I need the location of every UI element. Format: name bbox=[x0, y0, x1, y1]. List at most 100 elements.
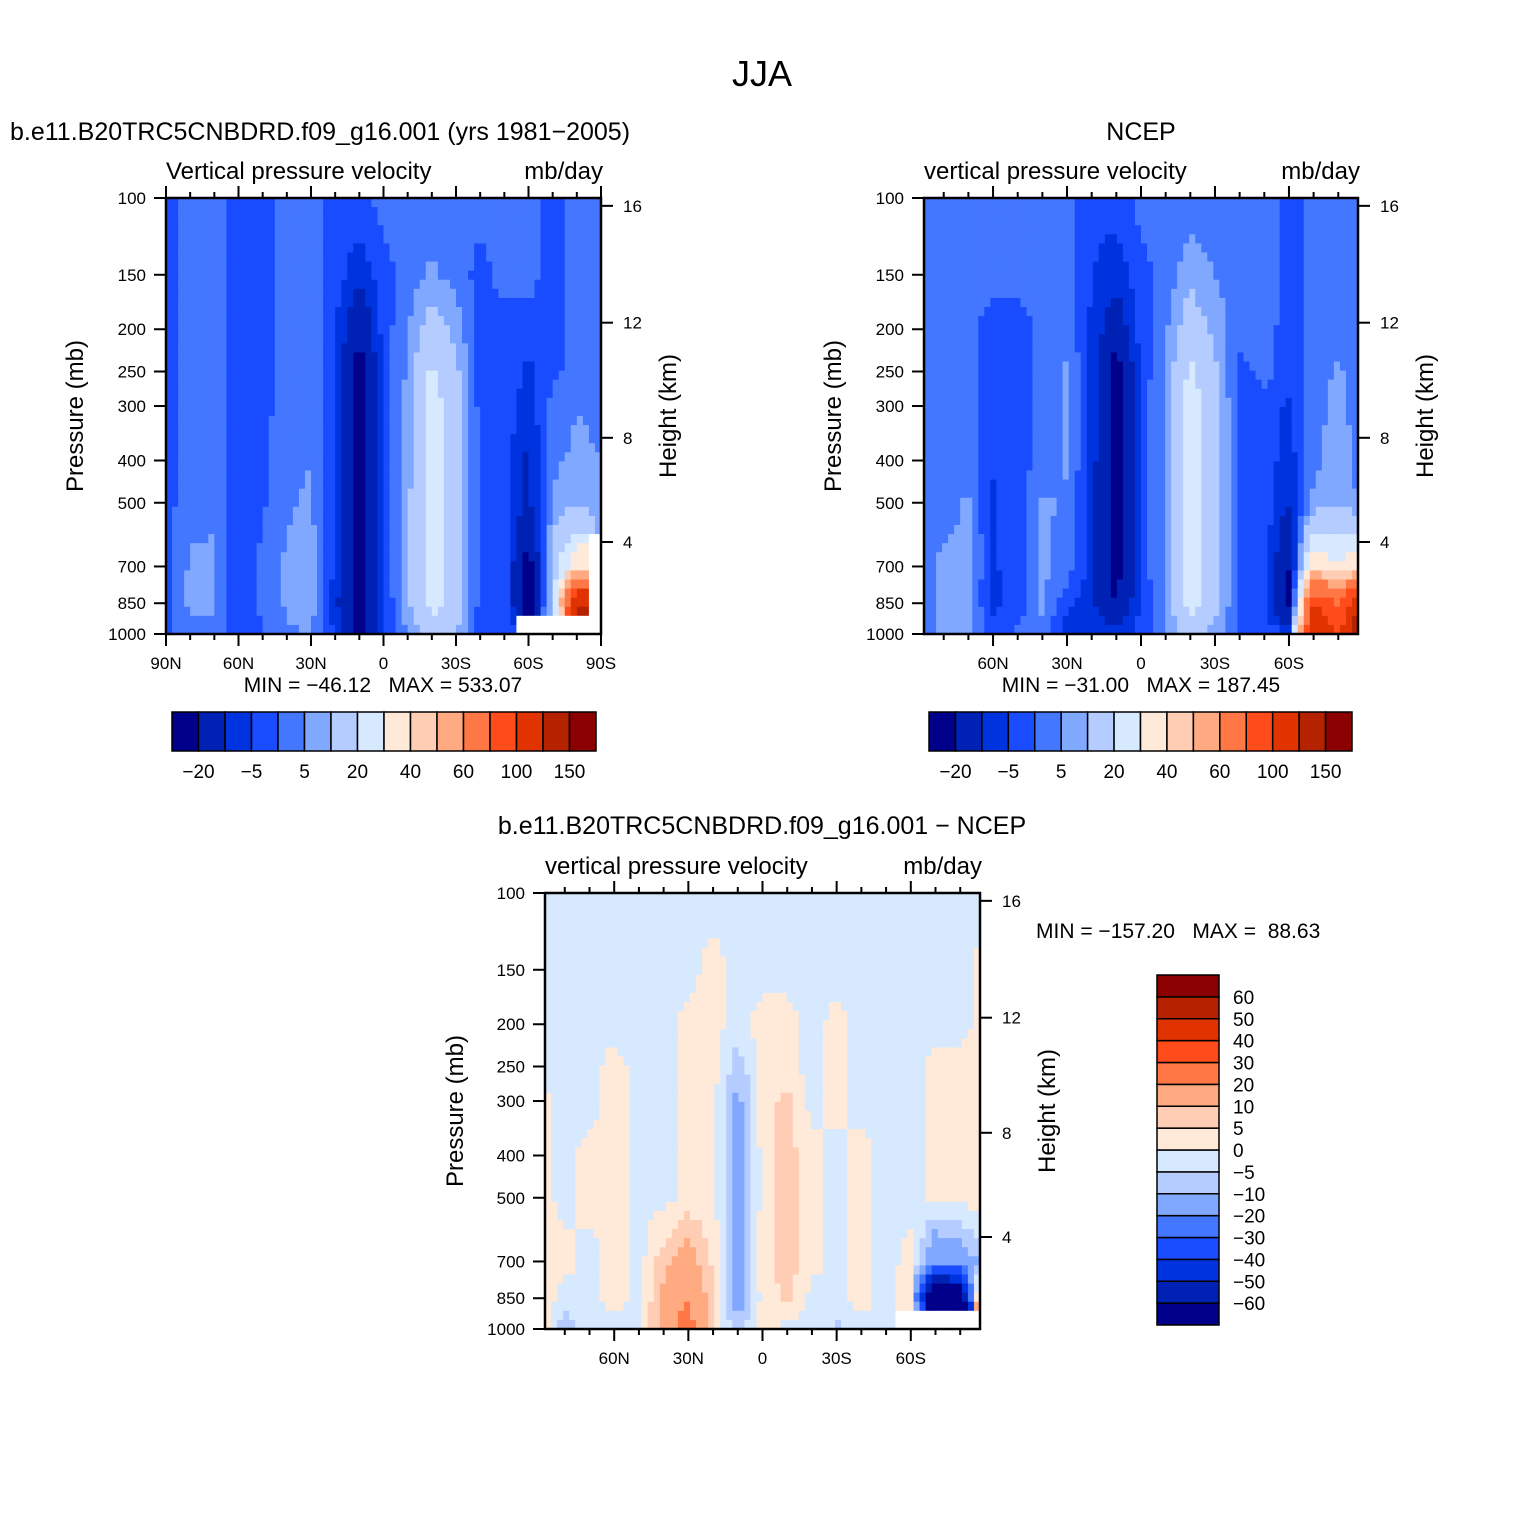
field-cell bbox=[377, 506, 385, 517]
field-cell bbox=[389, 561, 397, 572]
field-cell bbox=[924, 343, 931, 354]
field-cell bbox=[1261, 234, 1269, 245]
field-cell bbox=[1345, 325, 1353, 335]
field-cell bbox=[1303, 361, 1311, 372]
field-cell bbox=[286, 561, 294, 572]
field-cell bbox=[178, 470, 185, 481]
field-cell bbox=[208, 370, 215, 381]
field-cell bbox=[996, 316, 1003, 326]
field-cell bbox=[1219, 261, 1226, 272]
field-cell bbox=[540, 434, 548, 444]
field-cell bbox=[311, 615, 318, 626]
field-cell bbox=[582, 288, 590, 299]
field-cell bbox=[184, 388, 191, 399]
field-cell bbox=[516, 561, 524, 572]
field-cell bbox=[1183, 216, 1190, 226]
field-cell bbox=[528, 588, 536, 599]
field-cell bbox=[413, 624, 421, 635]
field-cell bbox=[371, 570, 379, 581]
field-cell bbox=[214, 216, 221, 226]
field-cell bbox=[335, 225, 342, 235]
field-cell bbox=[377, 352, 385, 363]
field-cell bbox=[1231, 270, 1239, 281]
field-cell bbox=[220, 261, 228, 272]
field-cell bbox=[304, 252, 312, 263]
field-cell bbox=[552, 297, 560, 308]
field-cell bbox=[1141, 325, 1148, 335]
field-cell bbox=[286, 416, 294, 426]
field-cell bbox=[395, 479, 403, 490]
field-cell bbox=[540, 361, 548, 372]
field-cell bbox=[298, 443, 306, 453]
field-cell bbox=[510, 216, 518, 226]
field-cell bbox=[1086, 334, 1094, 344]
field-cell bbox=[419, 479, 427, 490]
field-cell bbox=[570, 361, 578, 372]
field-cell bbox=[948, 361, 955, 372]
field-cell bbox=[1273, 307, 1281, 317]
field-cell bbox=[437, 506, 445, 517]
field-cell bbox=[1080, 270, 1088, 281]
field-cell bbox=[1213, 325, 1220, 335]
field-cell bbox=[936, 288, 943, 299]
field-cell bbox=[359, 370, 366, 381]
field-cell bbox=[990, 279, 997, 290]
field-cell bbox=[1122, 316, 1130, 326]
field-cell bbox=[184, 316, 191, 326]
field-cell bbox=[184, 406, 191, 417]
field-cell bbox=[492, 307, 499, 317]
field-cell bbox=[1092, 234, 1100, 245]
field-cell bbox=[172, 425, 179, 435]
field-cell bbox=[190, 434, 197, 444]
field-cell bbox=[389, 497, 397, 508]
field-cell bbox=[407, 579, 415, 590]
field-cell bbox=[317, 279, 324, 290]
field-cell bbox=[341, 325, 348, 335]
field-cell bbox=[1183, 279, 1190, 290]
field-cell bbox=[443, 379, 451, 390]
field-cell bbox=[208, 606, 215, 617]
field-cell bbox=[329, 261, 336, 272]
field-cell bbox=[280, 579, 288, 590]
field-cell bbox=[936, 297, 943, 308]
field-cell bbox=[395, 297, 403, 308]
field-cell bbox=[377, 216, 385, 226]
field-cell bbox=[1183, 334, 1190, 344]
field-cell bbox=[232, 243, 240, 254]
field-cell bbox=[208, 570, 215, 581]
field-cell bbox=[942, 207, 949, 217]
field-cell bbox=[558, 243, 566, 254]
field-cell bbox=[437, 416, 445, 426]
field-cell bbox=[474, 279, 481, 290]
field-cell bbox=[311, 243, 318, 254]
field-cell bbox=[1285, 288, 1293, 299]
field-cell bbox=[214, 307, 221, 317]
field-cell bbox=[474, 543, 481, 553]
field-cell bbox=[1195, 243, 1202, 254]
field-cell bbox=[1068, 270, 1076, 281]
field-cell bbox=[1068, 316, 1076, 326]
field-cell bbox=[389, 325, 397, 335]
field-cell bbox=[492, 334, 499, 344]
field-cell bbox=[468, 297, 475, 308]
field-cell bbox=[1014, 361, 1022, 372]
field-cell bbox=[184, 370, 191, 381]
field-cell bbox=[190, 370, 197, 381]
field-cell bbox=[226, 615, 234, 626]
field-cell bbox=[335, 425, 342, 435]
field-cell bbox=[292, 461, 300, 472]
field-cell bbox=[437, 515, 445, 526]
field-cell bbox=[347, 488, 354, 499]
field-cell bbox=[407, 434, 415, 444]
field-cell bbox=[347, 397, 354, 408]
field-cell bbox=[407, 506, 415, 517]
field-cell bbox=[588, 270, 596, 281]
field-cell bbox=[576, 561, 584, 572]
field-cell bbox=[383, 397, 391, 408]
field-cell bbox=[1189, 288, 1196, 299]
field-cell bbox=[389, 534, 397, 544]
field-cell bbox=[564, 325, 572, 335]
field-cell bbox=[437, 288, 445, 299]
field-cell bbox=[419, 261, 427, 272]
